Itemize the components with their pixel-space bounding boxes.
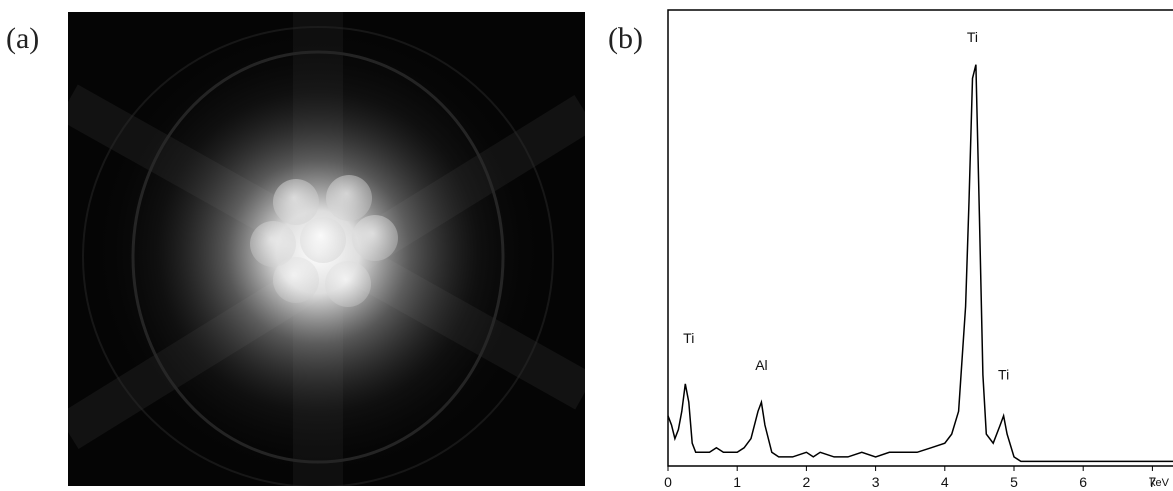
x-tick-label: 4: [941, 474, 949, 490]
x-tick-label: 0: [664, 474, 672, 490]
peak-label: Ti: [683, 330, 694, 346]
peak-label: Al: [755, 357, 767, 373]
x-tick-label: 1: [733, 474, 741, 490]
x-tick-label: 3: [872, 474, 880, 490]
spectrum-line: [667, 64, 1173, 463]
diffraction-pattern-image: [68, 12, 585, 486]
x-tick-label: 5: [1010, 474, 1018, 490]
diffraction-pattern-graphic: [68, 12, 585, 486]
peak-label: Ti: [998, 366, 1009, 382]
x-tick-label: 7: [1149, 474, 1157, 490]
x-tick-label: 6: [1079, 474, 1087, 490]
x-unit-label: keV: [1150, 477, 1170, 489]
x-tick-label: 2: [803, 474, 811, 490]
panel-a-label: (a): [6, 22, 40, 55]
panel-b-label: (b): [608, 22, 643, 55]
peak-labels: Ti Al Ti Ti: [683, 29, 1009, 382]
plot-frame: [667, 9, 1173, 467]
peak-label: Ti: [967, 29, 978, 45]
x-axis-ticks: 012345678keV: [664, 466, 1170, 490]
